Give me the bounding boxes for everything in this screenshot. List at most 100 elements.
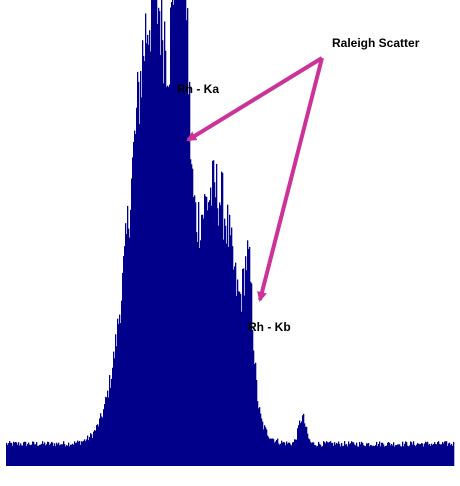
spectrum-bar	[55, 446, 57, 466]
spectrum-bar	[314, 445, 316, 466]
spectrum-bar	[9, 441, 11, 466]
spectrum-bar	[211, 205, 213, 466]
spectrum-bar	[148, 44, 150, 467]
spectrum-bar	[397, 444, 399, 466]
spectrum-bar	[372, 446, 374, 466]
spectrum-bar	[134, 130, 136, 466]
spectrum-bar	[198, 202, 200, 467]
spectrum-bar	[442, 442, 444, 466]
spectrum-bar	[17, 444, 19, 466]
spectrum-bar	[406, 442, 408, 466]
spectrum-bar	[120, 323, 122, 466]
spectrum-bars	[6, 0, 455, 467]
spectrum-bar	[335, 444, 337, 466]
spectrum-bar	[241, 311, 243, 466]
spectrum-bar	[136, 107, 138, 467]
spectrum-bar	[316, 446, 318, 466]
spectrum-bar	[441, 444, 443, 466]
spectrum-bar	[275, 441, 277, 466]
spectrum-bar	[431, 443, 433, 466]
spectrum-bar	[412, 444, 414, 466]
spectrum-bar	[291, 445, 293, 466]
spectrum-bar	[408, 446, 410, 466]
spectrum-bar	[204, 194, 206, 466]
spectrum-bar	[390, 445, 392, 466]
spectrum-bar	[78, 441, 80, 466]
spectrum-bar	[77, 440, 79, 466]
spectrum-bar	[257, 401, 259, 466]
spectrum-bar	[86, 439, 88, 466]
spectrum-bar	[262, 421, 264, 466]
spectrum-bar	[12, 445, 14, 466]
spectrum-bar	[22, 445, 24, 466]
spectrum-bar	[375, 445, 377, 466]
spectrum-bar	[264, 425, 266, 466]
spectrum-bar	[176, 0, 178, 466]
spectrum-bar	[156, 0, 158, 466]
spectrum-bar	[411, 442, 413, 466]
spectrum-bar	[309, 439, 311, 466]
spectrum-bar	[26, 446, 28, 466]
spectrum-bar	[51, 441, 53, 466]
spectrum-bar	[213, 160, 215, 466]
spectrum-bar	[122, 272, 124, 466]
spectrum-bar	[72, 443, 74, 466]
spectrum-bar	[269, 438, 271, 466]
spectrum-bar	[252, 330, 254, 466]
spectrum-bar	[308, 438, 310, 466]
spectrum-bar	[290, 444, 292, 466]
spectrum-bar	[135, 134, 137, 466]
spectrum-bar	[361, 441, 363, 466]
spectrum-bar	[157, 23, 159, 467]
spectrum-bar	[418, 443, 420, 466]
spectrum-bar	[216, 163, 218, 466]
spectrum-bar	[154, 0, 156, 466]
spectrum-bar	[395, 445, 397, 466]
spectrum-bar	[393, 442, 395, 466]
spectrum-bar	[430, 445, 432, 466]
spectrum-bar	[331, 443, 333, 466]
spectrum-bar	[23, 442, 25, 466]
spectrum-bar	[283, 441, 285, 466]
spectrum-bar	[261, 418, 263, 466]
spectrum-bar	[25, 441, 27, 466]
spectrum-bar	[59, 445, 61, 466]
spectrum-bar	[276, 439, 278, 466]
spectrum-bar	[439, 443, 441, 466]
spectrum-bar	[118, 324, 120, 466]
spectrum-bar	[416, 444, 418, 466]
spectrum-bar	[130, 209, 132, 466]
spectrum-bar	[389, 442, 391, 466]
spectrum-bar	[447, 445, 449, 466]
spectrum-bar	[54, 443, 56, 466]
spectrum-bar	[219, 202, 221, 466]
spectrum-bar	[405, 441, 407, 466]
spectrum-bar	[299, 420, 301, 466]
spectrum-bar	[203, 218, 205, 466]
spectrum-bar	[87, 435, 89, 466]
spectrum-bar	[42, 441, 44, 466]
spectrum-bar	[370, 445, 372, 466]
spectrum-bar	[99, 418, 101, 466]
spectrum-bar	[338, 441, 340, 466]
spectrum-bar	[202, 214, 204, 466]
spectrum-bar	[125, 223, 127, 466]
spectrum-bar	[159, 11, 161, 466]
spectrum-bar	[106, 397, 108, 466]
spectrum-bar	[199, 248, 201, 466]
spectrum-bar	[142, 40, 144, 466]
spectrum-bar	[253, 350, 255, 466]
spectrum-bar	[95, 430, 97, 466]
spectrum-bar	[259, 407, 261, 466]
spectrum-bar	[49, 444, 51, 466]
spectrum-bar	[191, 164, 193, 466]
spectrum-bar	[303, 413, 305, 466]
spectrum-bar	[429, 443, 431, 466]
spectrum-bar	[236, 296, 238, 466]
spectrum-bar	[277, 438, 279, 466]
spectrum-bar	[332, 442, 334, 466]
spectrum-bar	[246, 270, 248, 466]
spectrum-bar	[267, 435, 269, 466]
spectrum-bar	[247, 240, 249, 466]
